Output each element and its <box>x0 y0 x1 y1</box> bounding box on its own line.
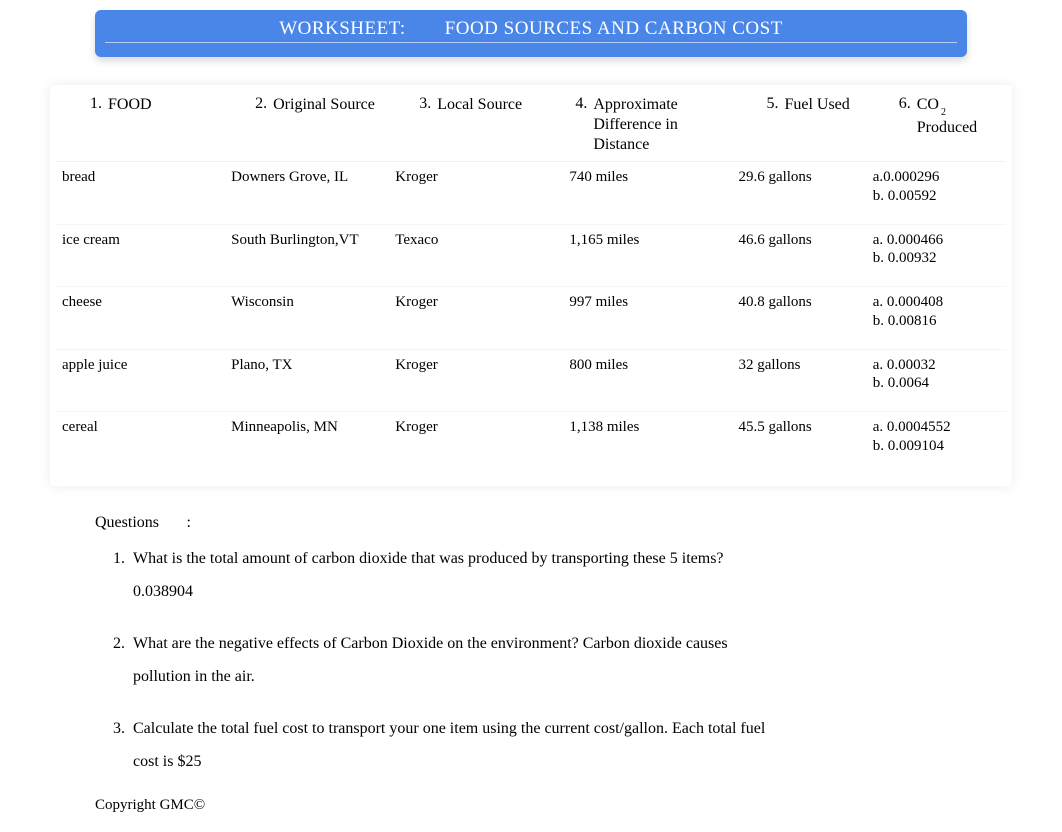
questions-label: Questions <box>95 514 159 532</box>
table-row: apple juice Plano, TX Kroger 800 miles 3… <box>56 350 1006 413</box>
cell-original: Plano, TX <box>225 356 389 375</box>
header-food: 1. FOOD <box>56 95 225 115</box>
cell-distance: 997 miles <box>563 293 732 312</box>
table-row: bread Downers Grove, IL Kroger 740 miles… <box>56 162 1006 225</box>
question-text: What is the total amount of carbon dioxi… <box>133 542 773 609</box>
cell-original: Minneapolis, MN <box>225 418 389 437</box>
question-number: 1. <box>111 542 133 609</box>
cell-distance: 740 miles <box>563 168 732 187</box>
cell-local: Kroger <box>389 168 563 187</box>
cell-original: Downers Grove, IL <box>225 168 389 187</box>
question-text: Calculate the total fuel cost to transpo… <box>133 712 773 779</box>
table-header: 1. FOOD 2. Original Source 3. Local Sour… <box>56 89 1006 162</box>
questions-section: Questions : 1. What is the total amount … <box>95 514 967 780</box>
question-item: 2. What are the negative effects of Carb… <box>111 627 967 694</box>
questions-list: 1. What is the total amount of carbon di… <box>111 542 967 780</box>
cell-local: Kroger <box>389 418 563 437</box>
cell-distance: 1,165 miles <box>563 231 732 250</box>
cell-distance: 800 miles <box>563 356 732 375</box>
cell-original: Wisconsin <box>225 293 389 312</box>
table-row: ice cream South Burlington,VT Texaco 1,1… <box>56 225 1006 288</box>
cell-distance: 1,138 miles <box>563 418 732 437</box>
worksheet-title: WORKSHEET: FOOD SOURCES AND CARBON COST <box>105 18 957 43</box>
cell-original: South Burlington,VT <box>225 231 389 250</box>
cell-food: ice cream <box>56 231 225 250</box>
header-local-source: 3. Local Source <box>389 95 563 115</box>
cell-food: cheese <box>56 293 225 312</box>
question-number: 2. <box>111 627 133 694</box>
header-distance: 4. Approximate Difference in Distance <box>563 95 732 155</box>
question-item: 1. What is the total amount of carbon di… <box>111 542 967 609</box>
copyright: Copyright GMC© <box>95 797 1062 814</box>
cell-fuel: 45.5 gallons <box>732 418 866 437</box>
cell-co2: a.0.000296 b. 0.00592 <box>867 168 1006 206</box>
question-item: 3. Calculate the total fuel cost to tran… <box>111 712 967 779</box>
question-number: 3. <box>111 712 133 779</box>
cell-fuel: 40.8 gallons <box>732 293 866 312</box>
cell-co2: a. 0.0004552 b. 0.009104 <box>867 418 1006 456</box>
header-fuel: 5. Fuel Used <box>732 95 866 115</box>
cell-fuel: 32 gallons <box>732 356 866 375</box>
cell-local: Texaco <box>389 231 563 250</box>
questions-colon: : <box>163 514 191 532</box>
cell-food: bread <box>56 168 225 187</box>
cell-co2: a. 0.00032 b. 0.0064 <box>867 356 1006 394</box>
cell-co2: a. 0.000466 b. 0.00932 <box>867 231 1006 269</box>
cell-co2: a. 0.000408 b. 0.00816 <box>867 293 1006 331</box>
cell-food: apple juice <box>56 356 225 375</box>
question-text: What are the negative effects of Carbon … <box>133 627 773 694</box>
cell-local: Kroger <box>389 293 563 312</box>
header-co2: 6. CO2 Produced <box>867 95 1006 138</box>
table-row: cheese Wisconsin Kroger 997 miles 40.8 g… <box>56 287 1006 350</box>
table-row: cereal Minneapolis, MN Kroger 1,138 mile… <box>56 412 1006 474</box>
food-table: 1. FOOD 2. Original Source 3. Local Sour… <box>50 85 1012 486</box>
cell-local: Kroger <box>389 356 563 375</box>
title-bar: WORKSHEET: FOOD SOURCES AND CARBON COST <box>95 10 967 57</box>
cell-fuel: 29.6 gallons <box>732 168 866 187</box>
cell-fuel: 46.6 gallons <box>732 231 866 250</box>
header-original-source: 2. Original Source <box>225 95 389 115</box>
cell-food: cereal <box>56 418 225 437</box>
